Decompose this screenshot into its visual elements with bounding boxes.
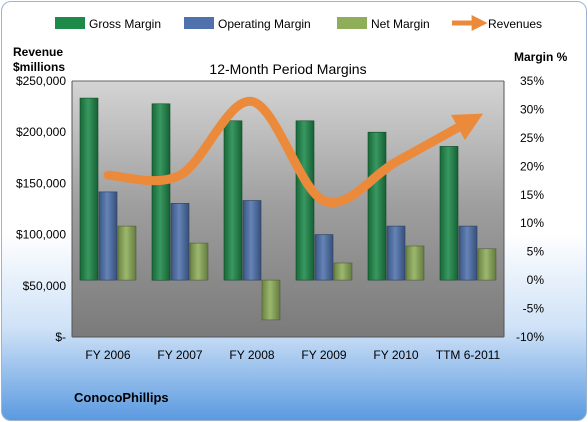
bar-gross-margin-fy-2009: [295, 120, 315, 281]
left-axis-ticks: $- $50,000 $100,000 $150,000 $200,000 $250,00…: [16, 74, 66, 344]
left-tick-label: $200,000: [16, 125, 66, 139]
bar-gross-margin-fy-2007: [151, 103, 171, 281]
legend-swatch-net-margin: [337, 17, 367, 29]
legend-swatch-gross-margin: [55, 17, 85, 29]
left-tick-label: $100,000: [16, 228, 66, 242]
right-tick-label: 30%: [520, 102, 544, 116]
left-axis-title-line-2: $millions: [13, 60, 65, 74]
company-name: ConocoPhillips: [74, 390, 169, 405]
legend-label-gross-margin: Gross Margin: [89, 17, 161, 31]
right-tick-label: -10%: [516, 330, 544, 344]
bar-gross-margin-fy-2008: [223, 120, 243, 281]
left-tick-label: $50,000: [23, 279, 67, 293]
x-tick-label-fy-2006: FY 2006: [85, 348, 130, 362]
bar-net-margin-fy-2009: [333, 262, 353, 281]
bar-gross-margin-fy-2006: [79, 97, 99, 281]
bar-net-margin-fy-2006: [117, 225, 137, 281]
x-tick-label-fy-2007: FY 2007: [157, 348, 202, 362]
right-tick-label: 10%: [520, 216, 544, 230]
right-tick-label: 25%: [520, 131, 544, 145]
legend-item-net-margin: Net Margin: [337, 17, 430, 31]
legend-label-net-margin: Net Margin: [371, 17, 430, 31]
legend-item-gross-margin: Gross Margin: [55, 17, 161, 31]
right-tick-label: -5%: [523, 302, 545, 316]
right-axis-title: Margin %: [514, 50, 568, 64]
x-axis-ticks: FY 2006 FY 2007 FY 2008 FY 2009 FY 2010 TTM 6…: [85, 348, 500, 362]
revenues-line-series: [103, 96, 484, 208]
bar-net-margin-fy-2007: [189, 242, 209, 281]
bar-operating-margin-fy-2008: [242, 200, 262, 281]
legend-item-operating-margin: Operating Margin: [184, 17, 311, 31]
bar-net-margin-fy-2010: [405, 245, 425, 281]
legend-swatch-operating-margin: [184, 17, 214, 29]
bar-operating-margin-fy-2009: [314, 234, 334, 281]
x-tick-label-fy-2010: FY 2010: [373, 348, 418, 362]
bar-net-margin-fy-2008: [261, 279, 281, 321]
bar-gross-margin-fy-2010: [367, 131, 387, 281]
legend: Gross Margin Operating Margin Net Margin…: [55, 14, 542, 32]
left-tick-label: $150,000: [16, 176, 66, 190]
x-tick-label-fy-2009: FY 2009: [301, 348, 346, 362]
chart-title: 12-Month Period Margins: [209, 61, 366, 77]
right-tick-label: 5%: [527, 245, 545, 259]
bar-gross-margin-ttm-6-2011: [439, 146, 459, 281]
legend-label-revenues: Revenues: [488, 17, 542, 31]
bar-operating-margin-fy-2007: [170, 203, 190, 281]
right-tick-label: 35%: [520, 74, 544, 88]
plot-area: [72, 81, 504, 337]
bar-operating-margin-fy-2010: [386, 225, 406, 281]
bar-series: [79, 97, 497, 321]
bar-net-margin-ttm-6-2011: [477, 248, 497, 281]
right-axis-ticks: -10% -5% 0% 5% 10% 15% 20% 25% 30% 35%: [516, 74, 544, 344]
left-axis-title-line-1: Revenue: [13, 45, 63, 59]
left-tick-label: $-: [55, 330, 66, 344]
left-tick-label: $250,000: [16, 74, 66, 88]
right-tick-label: 15%: [520, 188, 544, 202]
x-tick-label-ttm-6-2011: TTM 6-2011: [436, 348, 501, 362]
x-tick-label-fy-2008: FY 2008: [229, 348, 274, 362]
revenues-line: [103, 96, 484, 208]
bar-operating-margin-fy-2006: [98, 191, 118, 281]
right-tick-label: 0%: [527, 273, 545, 287]
right-tick-label: 20%: [520, 159, 544, 173]
bar-operating-margin-ttm-6-2011: [458, 225, 478, 281]
legend-item-revenues: Revenues: [452, 14, 542, 32]
legend-label-operating-margin: Operating Margin: [218, 17, 311, 31]
